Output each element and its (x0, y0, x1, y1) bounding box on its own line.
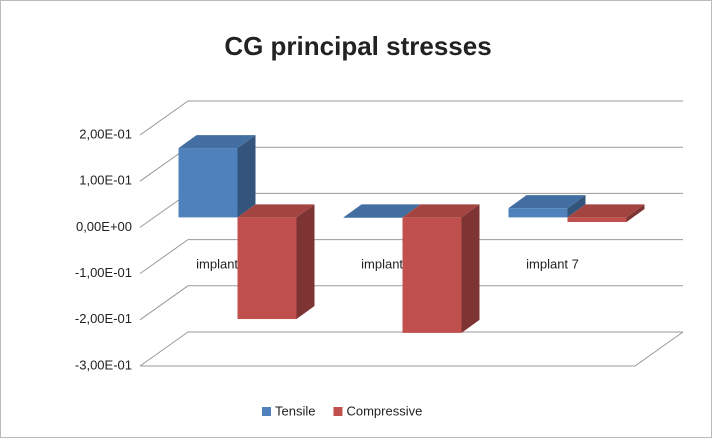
bar-top (402, 204, 480, 218)
grid-line (139, 285, 683, 321)
y-tick-label: -1,00E-01 (75, 265, 132, 280)
bar-top (508, 195, 586, 209)
bar-top (178, 135, 256, 149)
x-tick-label: implant 1 (196, 256, 249, 271)
y-tick-label: 1,00E-01 (79, 173, 132, 188)
y-tick-label: 0,00E+00 (76, 219, 132, 234)
bar (178, 148, 238, 218)
bar-top (237, 204, 315, 218)
bar (402, 217, 462, 333)
bar (237, 217, 297, 320)
grid-line (139, 331, 683, 367)
bar-side (626, 204, 645, 223)
y-tick-label: -2,00E-01 (75, 311, 132, 326)
x-tick-label: implant 7 (526, 256, 579, 271)
bar-side (296, 204, 315, 320)
bar-side (567, 195, 586, 218)
bar (343, 217, 403, 218)
legend-swatch (333, 407, 343, 416)
legend-label: Compressive (346, 403, 422, 418)
grid-line (139, 100, 683, 136)
grid-line (139, 239, 683, 275)
y-tick-label: -3,00E-01 (75, 357, 132, 372)
floor-edge (140, 331, 684, 367)
bar (508, 208, 568, 218)
legend-swatch (262, 407, 271, 416)
bar (567, 217, 627, 223)
bar-top (567, 204, 645, 218)
bar-side (461, 204, 480, 333)
bar-top (343, 204, 421, 218)
legend-label: Tensile (275, 403, 315, 418)
x-tick-label: implant 2 (361, 256, 414, 271)
chart-title: CG principal stresses (224, 31, 491, 61)
bar-side (237, 135, 256, 218)
y-tick-label: 2,00E-01 (79, 126, 132, 141)
